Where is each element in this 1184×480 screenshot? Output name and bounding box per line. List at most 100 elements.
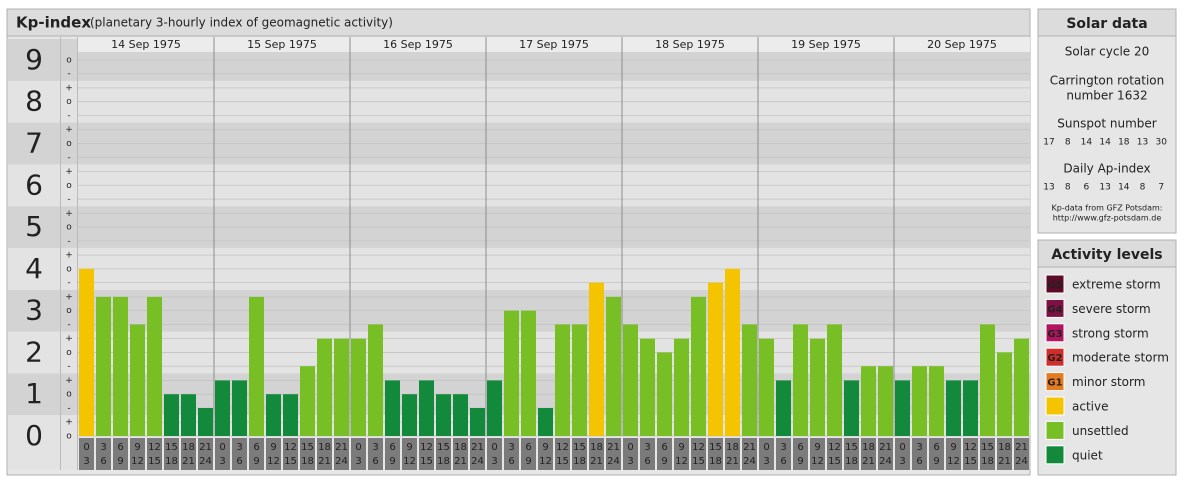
hour-label: 3 <box>916 442 922 453</box>
hour-label: 21 <box>590 456 603 467</box>
hour-box <box>912 438 927 470</box>
hour-label: 18 <box>862 442 875 453</box>
hour-label: 21 <box>743 442 756 453</box>
hour-label: 18 <box>318 442 331 453</box>
legend-swatch <box>1045 347 1065 367</box>
bar <box>521 310 536 436</box>
legend-title: Activity levels <box>1051 247 1162 263</box>
hour-box <box>793 438 808 470</box>
y-minor-label: + <box>65 334 73 344</box>
hour-label: 18 <box>845 456 858 467</box>
hour-label: 18 <box>998 442 1011 453</box>
y-minor-label: + <box>65 251 73 261</box>
y-tick-label: 5 <box>25 210 43 243</box>
ap-label: Daily Ap-index <box>1063 162 1150 176</box>
ap-value: 8 <box>1140 183 1146 193</box>
legend-code: G4 <box>1047 304 1062 315</box>
hour-box <box>538 438 553 470</box>
hour-label: 6 <box>916 456 922 467</box>
bar <box>130 324 145 436</box>
y-minor-label: - <box>67 362 70 372</box>
hour-label: 18 <box>573 456 586 467</box>
hour-label: 18 <box>437 456 450 467</box>
legend-code: G3 <box>1047 329 1062 340</box>
hour-label: 18 <box>454 442 467 453</box>
y-minor-label: o <box>66 264 72 274</box>
hour-label: 6 <box>525 442 531 453</box>
hour-label: 18 <box>301 456 314 467</box>
hour-box <box>487 438 502 470</box>
hour-label: 6 <box>389 442 395 453</box>
hour-label: 9 <box>797 456 803 467</box>
sunspot-value: 14 <box>1099 138 1111 148</box>
hour-label: 12 <box>828 442 841 453</box>
hour-label: 9 <box>253 456 259 467</box>
bar <box>1014 338 1029 436</box>
date-header <box>894 37 1030 52</box>
bar <box>895 380 910 436</box>
legend-swatch <box>1045 420 1065 440</box>
hour-label: 6 <box>100 456 106 467</box>
hour-box <box>300 438 315 470</box>
hour-box <box>946 438 961 470</box>
hour-box <box>266 438 281 470</box>
bar <box>79 268 94 436</box>
hour-label: 0 <box>899 442 905 453</box>
hour-label: 6 <box>780 456 786 467</box>
hour-box <box>317 438 332 470</box>
hour-label: 18 <box>165 456 178 467</box>
bar <box>300 366 315 436</box>
bar <box>436 394 451 436</box>
hour-label: 21 <box>318 456 331 467</box>
bar <box>402 394 417 436</box>
bar <box>742 324 757 436</box>
hour-box <box>521 438 536 470</box>
bar <box>997 352 1012 436</box>
y-minor-label: - <box>67 320 70 330</box>
hour-box <box>453 438 468 470</box>
ap-value: 7 <box>1158 183 1164 193</box>
y-minor-label: + <box>65 376 73 386</box>
bar <box>487 380 502 436</box>
hour-box <box>589 438 604 470</box>
x-category-label: 17 Sep 1975 <box>519 38 589 51</box>
hour-box <box>742 438 757 470</box>
hour-label: 15 <box>709 442 722 453</box>
hour-label: 0 <box>763 442 769 453</box>
carrington: number 1632 <box>1066 89 1147 103</box>
hour-box <box>147 438 162 470</box>
band <box>8 436 78 470</box>
bar <box>572 324 587 436</box>
hour-label: 12 <box>811 456 824 467</box>
y-minor-label: o <box>66 432 72 442</box>
hour-box <box>674 438 689 470</box>
hour-label: 0 <box>491 442 497 453</box>
bar <box>317 338 332 436</box>
bar <box>589 282 604 436</box>
bar <box>368 324 383 436</box>
bar <box>623 324 638 436</box>
hour-label: 15 <box>437 442 450 453</box>
bar <box>181 394 196 436</box>
hour-label: 24 <box>1015 456 1028 467</box>
hour-box <box>776 438 791 470</box>
hour-label: 21 <box>182 456 195 467</box>
hour-label: 15 <box>301 442 314 453</box>
hour-label: 0 <box>355 442 361 453</box>
hour-box <box>878 438 893 470</box>
hour-box <box>504 438 519 470</box>
hour-box <box>963 438 978 470</box>
hour-label: 15 <box>148 456 161 467</box>
y-minor-label: + <box>65 209 73 219</box>
legend-label: minor storm <box>1072 375 1145 389</box>
hour-label: 3 <box>236 442 242 453</box>
bar <box>759 338 774 436</box>
ap-value: 13 <box>1043 183 1054 193</box>
hour-label: 24 <box>879 456 892 467</box>
sunspot-label: Sunspot number <box>1057 117 1156 131</box>
y-minor-label: - <box>67 69 70 79</box>
date-header <box>758 37 894 52</box>
hour-box <box>759 438 774 470</box>
hour-box <box>181 438 196 470</box>
bar <box>810 338 825 436</box>
